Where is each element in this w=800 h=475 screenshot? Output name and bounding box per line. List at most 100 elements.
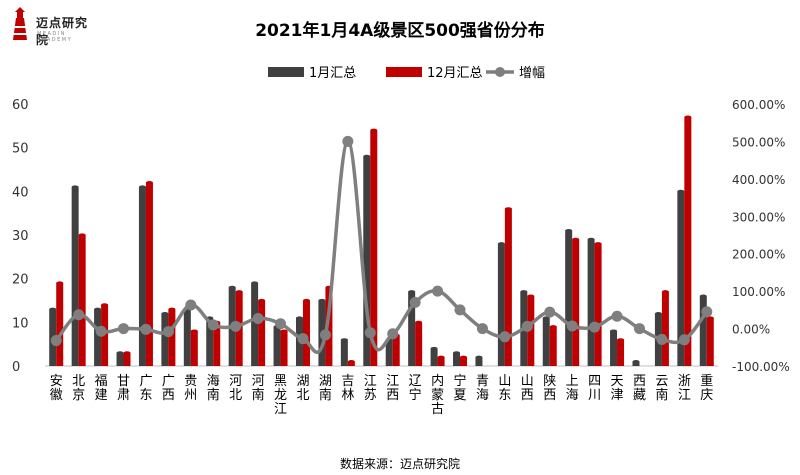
bar-1月汇总-西藏 (632, 360, 640, 366)
growth-point-湖南 (319, 329, 331, 341)
lighthouse-icon (13, 7, 27, 40)
bar-12月汇总-湖北 (302, 298, 310, 366)
bar-1月汇总-山东 (497, 242, 505, 366)
bar-1月汇总-贵州 (183, 307, 191, 366)
y-left-tick: 30 (12, 229, 29, 244)
growth-point-广西 (162, 326, 174, 338)
x-label-山西: 山西 (521, 374, 534, 403)
x-label-青海: 青海 (476, 374, 489, 403)
y-right-tick: 200.00% (732, 248, 785, 262)
bar-12月汇总-陕西 (549, 325, 557, 366)
bar-12月汇总-江苏 (370, 128, 378, 366)
bar-1月汇总-四川 (587, 237, 595, 366)
growth-point-江西 (387, 328, 399, 340)
bar-12月汇总-广东 (145, 181, 153, 366)
growth-point-宁夏 (454, 304, 466, 316)
bar-1月汇总-内蒙古 (430, 346, 438, 366)
growth-point-天津 (611, 310, 623, 322)
bar-12月汇总-广西 (168, 307, 176, 366)
axes: 0 10 20 30 40 50 60 -100.00% 0.00% 100.00% 200.00%… (12, 98, 790, 375)
x-label-安徽: 安徽 (50, 374, 63, 403)
bar-12月汇总-辽宁 (415, 320, 423, 366)
x-label-湖南: 湖南 (319, 374, 332, 403)
legend-item-12月汇总: 12月汇总 (386, 66, 483, 81)
x-label-天津: 天津 (611, 374, 624, 403)
source-note: 数据来源：迈点研究院 (340, 456, 460, 471)
y-right-tick: 0.00% (732, 323, 770, 337)
x-label-重庆: 重庆 (700, 373, 713, 403)
bar-12月汇总-吉林 (347, 360, 355, 366)
growth-point-辽宁 (409, 296, 421, 308)
growth-line-path (54, 139, 709, 354)
x-label-海南: 海南 (207, 374, 220, 403)
growth-point-浙江 (678, 334, 690, 346)
x-label-广东: 广东 (139, 374, 152, 403)
growth-point-湖北 (297, 333, 309, 345)
chart-title: 2021年1月4A级景区500强省份分布 (255, 20, 545, 41)
bar-12月汇总-天津 (617, 338, 625, 366)
growth-point-陕西 (544, 306, 556, 318)
y-right-tick: 400.00% (732, 173, 785, 187)
x-label-四川: 四川 (588, 374, 601, 403)
growth-point-西藏 (633, 323, 645, 335)
bar-1月汇总-浙江 (677, 189, 685, 366)
bar-12月汇总-安徽 (56, 281, 64, 366)
bar-12月汇总-重庆 (706, 316, 714, 366)
x-label-宁夏: 宁夏 (454, 373, 467, 403)
bar-1月汇总-福建 (94, 307, 102, 366)
growth-point-安徽 (50, 335, 62, 347)
bar-12月汇总-黑龙江 (280, 329, 288, 366)
y-right-tick: -100.00% (732, 360, 790, 374)
bar-1月汇总-上海 (565, 229, 573, 366)
y-right-tick: 100.00% (732, 285, 785, 299)
bar-1月汇总-广东 (138, 185, 146, 366)
growth-point-山西 (521, 320, 533, 332)
growth-point-北京 (73, 309, 85, 321)
bar-1月汇总-黑龙江 (273, 325, 281, 366)
x-label-江西: 江西 (386, 374, 399, 403)
growth-point-重庆 (701, 306, 713, 318)
y-left-tick: 10 (12, 316, 29, 331)
growth-point-内蒙古 (432, 285, 444, 297)
x-label-山东: 山东 (498, 374, 511, 403)
logo: 迈点研究院 MEADIN ACADEMY (8, 6, 88, 47)
x-label-江苏: 江苏 (364, 374, 377, 403)
y-right-tick: 300.00% (732, 210, 785, 224)
growth-point-四川 (589, 321, 601, 333)
x-label-上海: 上海 (566, 374, 579, 403)
bar-12月汇总-宁夏 (460, 355, 468, 366)
growth-point-青海 (476, 323, 488, 335)
growth-point-吉林 (342, 135, 354, 147)
growth-point-山东 (499, 331, 511, 343)
growth-point-江苏 (364, 327, 376, 339)
x-label-甘肃: 甘肃 (117, 374, 130, 403)
y-right-tick: 600.00% (732, 98, 785, 112)
x-label-吉林: 吉林 (341, 374, 354, 403)
growth-point-黑龙江 (275, 318, 287, 330)
growth-point-福建 (95, 325, 107, 337)
x-label-湖北: 湖北 (296, 374, 309, 403)
bar-12月汇总-河南 (258, 298, 266, 366)
x-label-内蒙古: 内蒙古 (431, 373, 444, 417)
growth-point-上海 (566, 320, 578, 332)
growth-point-海南 (207, 319, 219, 331)
svg-text:1月汇总: 1月汇总 (309, 66, 356, 81)
bar-1月汇总-宁夏 (453, 351, 461, 366)
legend-item-1月汇总: 1月汇总 (268, 66, 356, 81)
svg-text:12月汇总: 12月汇总 (427, 66, 483, 81)
x-label-北京: 北京 (72, 374, 85, 403)
bar-1月汇总-河南 (251, 281, 259, 366)
bar-1月汇总-陕西 (542, 316, 550, 366)
bar-1月汇总-青海 (475, 355, 483, 366)
x-label-浙江: 浙江 (678, 374, 691, 403)
bar-12月汇总-山东 (504, 207, 512, 366)
bar-1月汇总-甘肃 (116, 351, 124, 366)
bar-1月汇总-广西 (161, 312, 169, 366)
growth-point-河南 (252, 312, 264, 324)
logo-subtitle: MEADIN ACADEMY (37, 31, 73, 43)
x-label-黑龙江: 黑龙江 (274, 374, 287, 417)
x-label-广西: 广西 (162, 374, 175, 403)
legend-item-增幅: 增幅 (486, 66, 545, 81)
y-left-tick: 40 (12, 185, 29, 200)
